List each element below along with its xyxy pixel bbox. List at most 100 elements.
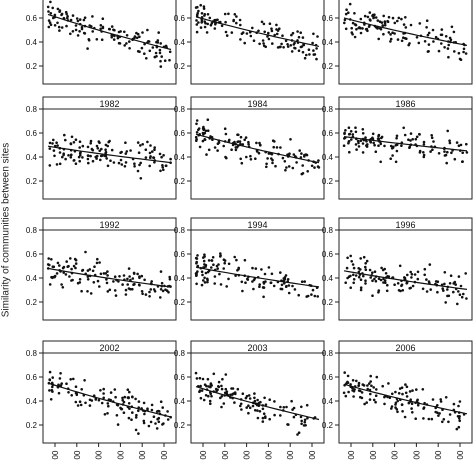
data-point <box>379 160 383 164</box>
data-point <box>343 132 346 136</box>
data-point <box>198 145 202 149</box>
data-point <box>203 13 207 16</box>
data-point <box>432 140 435 143</box>
data-point <box>83 32 87 35</box>
data-point <box>382 277 385 281</box>
data-point <box>427 417 431 421</box>
data-point <box>89 139 93 143</box>
data-point <box>301 164 305 167</box>
data-point <box>143 52 146 55</box>
data-point <box>88 24 91 27</box>
data-point <box>414 417 418 421</box>
data-point <box>280 283 284 287</box>
data-point <box>236 387 240 391</box>
data-point <box>93 265 96 269</box>
data-point <box>443 150 446 153</box>
data-point <box>60 283 63 286</box>
chart-panel: 1994 0.2 0.4 0.6 0.8 <box>174 217 325 321</box>
data-point <box>366 15 370 19</box>
data-point <box>401 392 404 396</box>
data-point <box>141 31 144 34</box>
data-point <box>69 257 72 260</box>
data-point <box>427 31 431 35</box>
data-point <box>359 288 363 292</box>
data-point <box>199 384 202 388</box>
data-point <box>364 268 368 272</box>
data-point <box>203 20 206 23</box>
data-point <box>391 16 395 20</box>
data-point <box>286 45 290 48</box>
data-point <box>127 267 131 270</box>
data-point <box>373 277 376 281</box>
x-tick-label: 00 <box>199 450 208 459</box>
data-point <box>245 406 248 409</box>
chart-panel: 0.20.40.60.8 <box>26 0 177 85</box>
data-point <box>127 287 131 290</box>
data-point <box>300 280 304 284</box>
data-point <box>131 277 135 280</box>
data-point <box>98 285 101 288</box>
data-point <box>371 271 374 275</box>
data-point <box>275 23 278 27</box>
data-point <box>48 370 52 374</box>
data-point <box>243 41 246 45</box>
data-point <box>386 283 389 287</box>
data-point <box>86 278 90 281</box>
data-point <box>454 283 458 286</box>
data-point <box>123 30 126 34</box>
data-point <box>202 7 206 10</box>
data-point <box>52 265 56 269</box>
data-point <box>238 18 242 22</box>
data-point <box>368 18 372 21</box>
data-point <box>234 274 237 277</box>
data-point <box>72 159 76 162</box>
data-point <box>447 420 450 424</box>
data-point <box>239 38 242 41</box>
data-point <box>351 33 354 36</box>
data-point <box>349 286 353 290</box>
data-point <box>389 33 392 36</box>
data-point <box>106 402 110 405</box>
data-point <box>268 417 272 421</box>
data-point <box>410 273 414 276</box>
data-point <box>135 36 139 40</box>
y-tick-label: 0.6 <box>26 129 38 138</box>
data-point <box>102 392 105 395</box>
data-point <box>64 10 68 14</box>
data-point <box>168 50 172 54</box>
data-point <box>447 55 450 59</box>
data-point <box>52 149 56 152</box>
data-point <box>459 284 463 288</box>
data-point <box>311 41 314 45</box>
y-tick-label: 0.8 <box>26 349 38 358</box>
data-point <box>453 50 456 53</box>
y-tick-label: 0.8 <box>26 226 38 235</box>
data-point <box>345 266 349 270</box>
data-point <box>131 287 134 291</box>
data-point <box>380 136 383 140</box>
y-tick-label: 0.4 <box>174 274 186 283</box>
data-point <box>429 288 433 291</box>
data-point <box>371 137 375 141</box>
data-point <box>131 395 134 399</box>
data-point <box>268 22 272 26</box>
data-point <box>464 52 468 55</box>
data-point <box>168 275 171 279</box>
y-tick-label: 0.8 <box>26 105 38 114</box>
data-point <box>416 277 420 281</box>
data-point <box>48 389 51 392</box>
data-point <box>256 416 260 420</box>
data-point <box>153 55 157 59</box>
data-point <box>372 16 375 20</box>
data-point <box>230 148 233 151</box>
data-point <box>159 59 162 63</box>
data-point <box>243 258 247 262</box>
data-point <box>245 32 249 35</box>
data-point <box>199 396 203 400</box>
data-point <box>448 36 452 40</box>
data-point <box>129 278 132 282</box>
data-point <box>73 257 77 261</box>
data-point <box>49 23 53 27</box>
data-point <box>99 24 103 27</box>
y-tick-label: 0.8 <box>322 105 334 114</box>
